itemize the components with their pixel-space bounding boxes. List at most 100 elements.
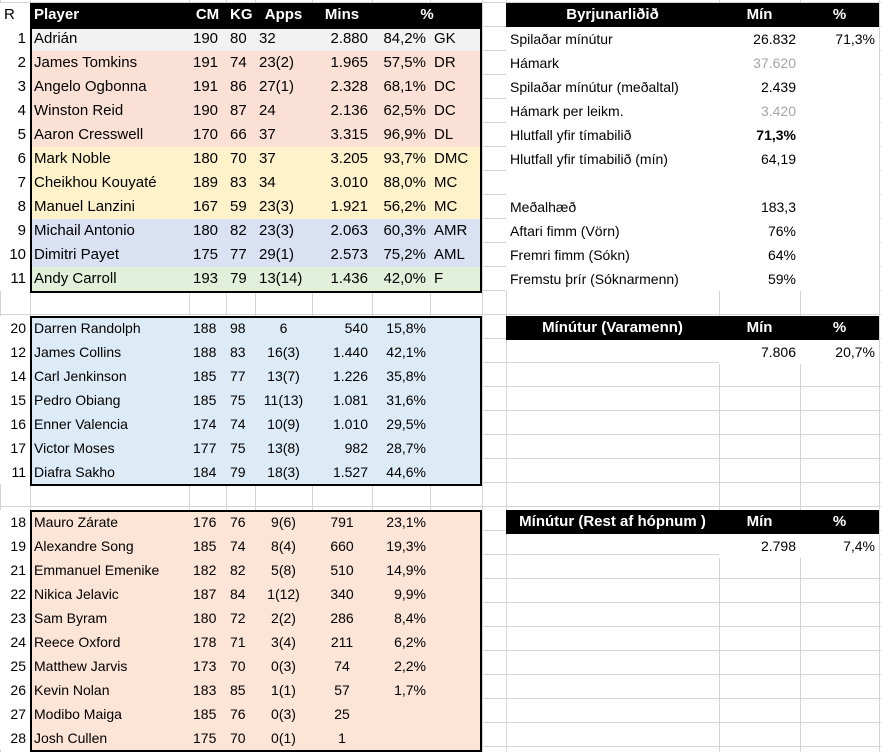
summary-pct[interactable]: 71,3%: [800, 27, 879, 51]
empty-cell[interactable]: [430, 582, 482, 606]
player-pct[interactable]: 96,9%: [372, 123, 430, 147]
player-pct[interactable]: 56,2%: [372, 195, 430, 219]
player-cm[interactable]: 180: [189, 219, 226, 243]
player-name[interactable]: Angelo Ogbonna: [30, 75, 189, 99]
player-mins[interactable]: 2.136: [312, 99, 372, 123]
row-number[interactable]: 12: [0, 340, 30, 364]
player-cm[interactable]: 191: [189, 75, 226, 99]
player-pct[interactable]: 35,8%: [372, 364, 430, 388]
player-apps[interactable]: 32: [255, 27, 312, 51]
player-kg[interactable]: 74: [226, 412, 255, 436]
rest-summary-value[interactable]: 2.798: [719, 534, 800, 558]
empty-cell[interactable]: [430, 606, 482, 630]
empty-cell[interactable]: [430, 654, 482, 678]
player-position[interactable]: F: [430, 267, 482, 291]
col-header-mins[interactable]: Mins: [312, 3, 372, 27]
summary-pct[interactable]: [800, 51, 879, 75]
player-kg[interactable]: 71: [226, 630, 255, 654]
player-cm[interactable]: 173: [189, 654, 226, 678]
player-apps[interactable]: 16(3): [255, 340, 312, 364]
player-kg[interactable]: 79: [226, 460, 255, 484]
row-number[interactable]: 20: [0, 316, 30, 340]
empty-cell[interactable]: [430, 630, 482, 654]
player-mins[interactable]: 2.328: [312, 75, 372, 99]
player-kg[interactable]: 85: [226, 678, 255, 702]
player-pct[interactable]: 84,2%: [372, 27, 430, 51]
player-apps[interactable]: 0(3): [255, 702, 312, 726]
player-name[interactable]: Diafra Sakho: [30, 460, 189, 484]
player-mins[interactable]: 510: [312, 558, 372, 582]
summary-value[interactable]: [719, 171, 800, 195]
row-number[interactable]: 24: [0, 630, 30, 654]
row-number[interactable]: 14: [0, 364, 30, 388]
col-header-player[interactable]: Player: [30, 3, 189, 27]
player-pct[interactable]: 6,2%: [372, 630, 430, 654]
empty-cell[interactable]: [430, 364, 482, 388]
player-apps[interactable]: 10(9): [255, 412, 312, 436]
player-name[interactable]: Modibo Maiga: [30, 702, 189, 726]
player-kg[interactable]: 83: [226, 171, 255, 195]
player-cm[interactable]: 178: [189, 630, 226, 654]
player-apps[interactable]: 11(13): [255, 388, 312, 412]
player-cm[interactable]: 190: [189, 27, 226, 51]
row-number[interactable]: 10: [0, 243, 30, 267]
player-apps[interactable]: 1(12): [255, 582, 312, 606]
empty-cell[interactable]: [430, 340, 482, 364]
summary-value[interactable]: 3.420: [719, 99, 800, 123]
summary-label[interactable]: Fremstu þrír (Sóknarmenn): [506, 267, 719, 291]
player-mins[interactable]: 1.527: [312, 460, 372, 484]
player-pct[interactable]: 42,1%: [372, 340, 430, 364]
player-apps[interactable]: 0(1): [255, 726, 312, 750]
player-mins[interactable]: 74: [312, 654, 372, 678]
empty-cell[interactable]: [430, 388, 482, 412]
player-cm[interactable]: 170: [189, 123, 226, 147]
summary-value[interactable]: 76%: [719, 219, 800, 243]
summary-value[interactable]: 64%: [719, 243, 800, 267]
player-name[interactable]: Emmanuel Emenike: [30, 558, 189, 582]
player-kg[interactable]: 87: [226, 99, 255, 123]
col-header-apps[interactable]: Apps: [255, 3, 312, 27]
player-pct[interactable]: 19,3%: [372, 534, 430, 558]
row-number[interactable]: 25: [0, 654, 30, 678]
player-mins[interactable]: 1.010: [312, 412, 372, 436]
player-apps[interactable]: 5(8): [255, 558, 312, 582]
player-pct[interactable]: 14,9%: [372, 558, 430, 582]
row-number[interactable]: 2: [0, 51, 30, 75]
player-mins[interactable]: 211: [312, 630, 372, 654]
player-mins[interactable]: 2.573: [312, 243, 372, 267]
summary-label[interactable]: Hlutfall yfir tímabilið: [506, 123, 719, 147]
summary-pct[interactable]: [800, 75, 879, 99]
player-pct[interactable]: 88,0%: [372, 171, 430, 195]
player-apps[interactable]: 23(3): [255, 219, 312, 243]
player-kg[interactable]: 74: [226, 51, 255, 75]
player-name[interactable]: Josh Cullen: [30, 726, 189, 750]
player-mins[interactable]: 57: [312, 678, 372, 702]
player-cm[interactable]: 193: [189, 267, 226, 291]
subs-summary-header[interactable]: Mínútur (Varamenn): [506, 316, 719, 340]
player-kg[interactable]: 75: [226, 388, 255, 412]
player-cm[interactable]: 188: [189, 340, 226, 364]
player-kg[interactable]: 70: [226, 726, 255, 750]
player-name[interactable]: Matthew Jarvis: [30, 654, 189, 678]
player-name[interactable]: Darren Randolph: [30, 316, 189, 340]
summary-pct[interactable]: [800, 219, 879, 243]
col-header-kg[interactable]: KG: [226, 3, 255, 27]
empty-cell[interactable]: [430, 412, 482, 436]
empty-cell[interactable]: [430, 726, 482, 750]
player-cm[interactable]: 175: [189, 726, 226, 750]
summary-pct[interactable]: [800, 99, 879, 123]
player-cm[interactable]: 185: [189, 702, 226, 726]
player-pct[interactable]: 68,1%: [372, 75, 430, 99]
player-apps[interactable]: 0(3): [255, 654, 312, 678]
player-kg[interactable]: 75: [226, 436, 255, 460]
player-position[interactable]: MC: [430, 195, 482, 219]
player-apps[interactable]: 1(1): [255, 678, 312, 702]
summary-label[interactable]: Hlutfall yfir tímabilið (mín): [506, 147, 719, 171]
summary-value[interactable]: 59%: [719, 267, 800, 291]
player-mins[interactable]: 1.440: [312, 340, 372, 364]
row-number[interactable]: 6: [0, 147, 30, 171]
player-position[interactable]: DMC: [430, 147, 482, 171]
player-cm[interactable]: 175: [189, 243, 226, 267]
player-apps[interactable]: 8(4): [255, 534, 312, 558]
summary-value[interactable]: 37.620: [719, 51, 800, 75]
